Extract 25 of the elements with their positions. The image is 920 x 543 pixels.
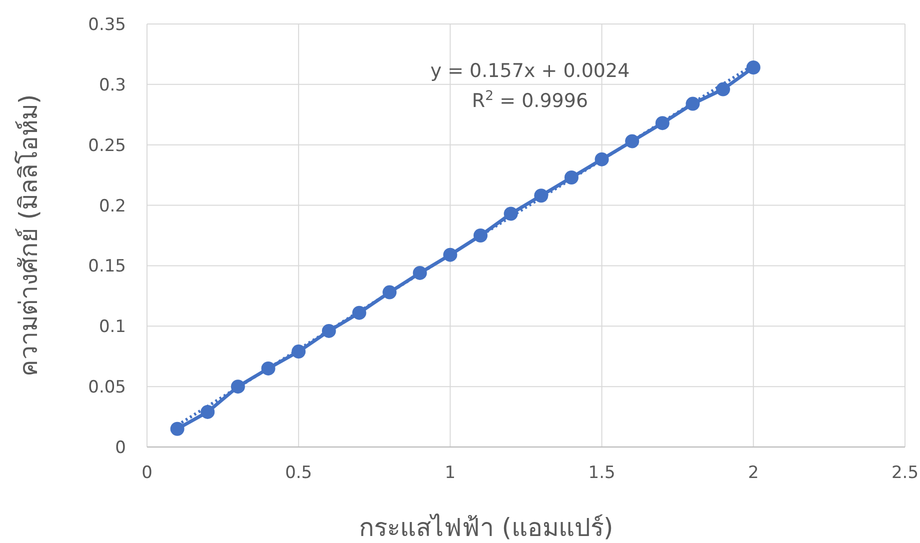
y-tick-label: 0.35 [88, 15, 126, 35]
y-tick-label: 0.15 [88, 256, 126, 277]
y-tick-label: 0.1 [98, 317, 126, 338]
x-tick-label: 0 [142, 463, 152, 483]
x-axis-title: กระแสไฟฟ้า (แอมแปร์) [358, 513, 614, 542]
point [200, 404, 215, 419]
y-tick-label: 0.2 [98, 196, 126, 216]
annotation: y = 0.157x + 0.0024 [430, 60, 630, 82]
point [716, 82, 730, 96]
x-tick-label: 0.5 [285, 463, 312, 483]
point [474, 228, 488, 242]
y-tick-label: 0 [115, 438, 126, 458]
point [746, 60, 760, 75]
x-tick-label: 2.5 [891, 463, 919, 483]
x-tick-label: 2 [748, 463, 759, 483]
point [322, 324, 336, 338]
point [352, 306, 366, 320]
annotation: R$^{2}$ = 0.9996 [472, 88, 588, 112]
x-tick-label: 1.5 [588, 463, 616, 483]
y-tick-label: 0.3 [98, 75, 126, 96]
point [170, 422, 184, 436]
y-tick-label: 0.05 [88, 378, 126, 398]
y-tick-label: 0.25 [88, 136, 126, 156]
x-tick-label: 1 [444, 463, 456, 483]
y-axis-title: ความต่างศักย์ (มิลลิโอห์ม) [14, 94, 43, 377]
